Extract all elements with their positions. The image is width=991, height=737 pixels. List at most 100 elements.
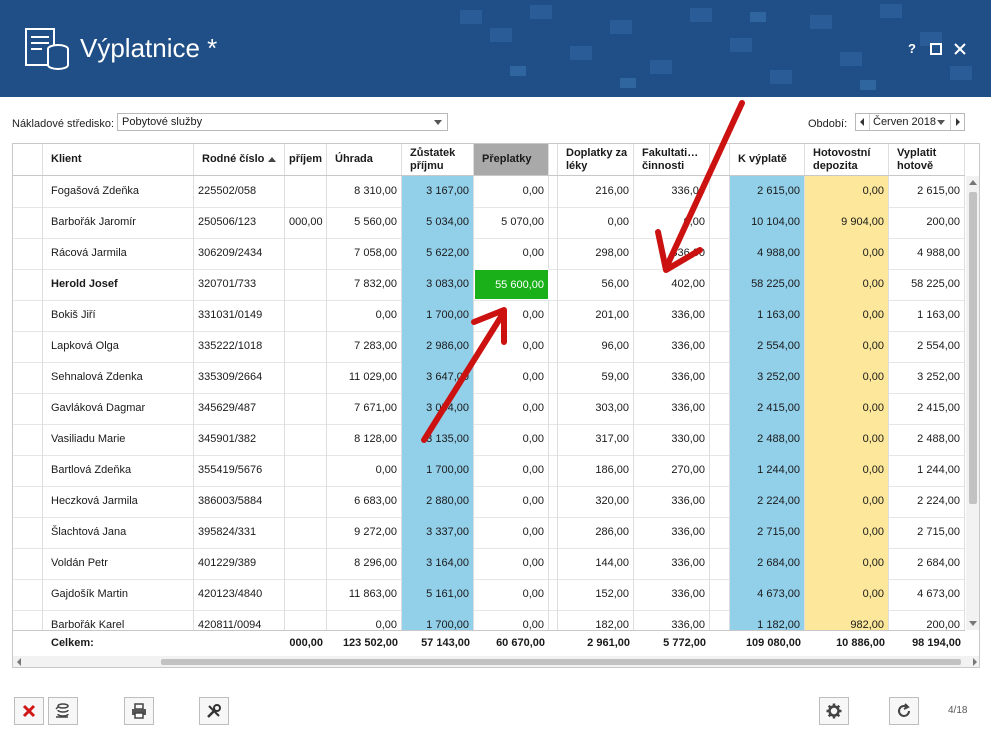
birth-number-cell[interactable]: 355419/5676 xyxy=(194,455,285,486)
pay-cash-cell[interactable]: 1 163,00 xyxy=(889,300,965,331)
client-cell[interactable]: Bartlová Zdeňka xyxy=(43,455,194,486)
to-pay-cell[interactable]: 1 163,00 xyxy=(730,300,805,331)
tools-button[interactable] xyxy=(199,697,229,725)
client-cell[interactable]: Barbořák Jaromír xyxy=(43,207,194,238)
client-cell[interactable]: Gavláková Dagmar xyxy=(43,393,194,424)
pay-cash-cell[interactable]: 2 684,00 xyxy=(889,548,965,579)
birth-number-cell[interactable]: 306209/2434 xyxy=(194,238,285,269)
income-cell[interactable] xyxy=(285,486,327,517)
income-cell[interactable] xyxy=(285,269,327,300)
client-cell[interactable]: Rácová Jarmila xyxy=(43,238,194,269)
pay-cash-cell[interactable]: 2 415,00 xyxy=(889,393,965,424)
optional-activities-cell[interactable]: 336,00 xyxy=(634,176,710,207)
optional-activities-cell[interactable]: 336,00 xyxy=(634,486,710,517)
table-row[interactable]: Gajdošík Martin 420123/4840 11 863,00 5 161… xyxy=(13,579,965,611)
table-row[interactable]: Rácová Jarmila 306209/2434 7 058,00 5 622,0… xyxy=(13,238,965,270)
payment-cell[interactable]: 8 296,00 xyxy=(327,548,402,579)
cash-deposits-cell[interactable]: 0,00 xyxy=(805,393,889,424)
optional-activities-cell[interactable]: 336,00 xyxy=(634,300,710,331)
vertical-scroll-thumb[interactable] xyxy=(969,192,977,504)
birth-number-cell[interactable]: 420811/0094 xyxy=(194,610,285,641)
payment-cell[interactable]: 7 283,00 xyxy=(327,331,402,362)
column-header-income[interactable]: příjem xyxy=(285,144,327,175)
income-cell[interactable] xyxy=(285,455,327,486)
overpayments-cell[interactable]: 0,00 xyxy=(474,393,549,424)
payout-list-button[interactable] xyxy=(48,697,78,725)
remaining-income-cell[interactable]: 1 700,00 xyxy=(402,455,474,486)
column-header-overpayments[interactable]: Přeplatky xyxy=(474,144,549,175)
pay-cash-cell[interactable]: 200,00 xyxy=(889,610,965,641)
remaining-income-cell[interactable]: 3 135,00 xyxy=(402,424,474,455)
birth-number-cell[interactable]: 331031/0149 xyxy=(194,300,285,331)
cash-deposits-cell[interactable]: 0,00 xyxy=(805,486,889,517)
table-row[interactable]: Lapková Olga 335222/1018 7 283,00 2 986,00 0… xyxy=(13,331,965,363)
remaining-income-cell[interactable]: 5 034,00 xyxy=(402,207,474,238)
client-cell[interactable]: Lapková Olga xyxy=(43,331,194,362)
client-cell[interactable]: Vasiliadu Marie xyxy=(43,424,194,455)
cash-deposits-cell[interactable]: 0,00 xyxy=(805,331,889,362)
table-row[interactable]: Šlachtová Jana 395824/331 9 272,00 3 337,00… xyxy=(13,517,965,549)
column-header-optional-activities[interactable]: Fakultati… činnosti xyxy=(634,144,710,175)
scroll-down-icon[interactable] xyxy=(969,621,977,626)
overpayments-cell[interactable]: 0,00 xyxy=(474,579,549,610)
optional-activities-cell[interactable]: 336,00 xyxy=(634,362,710,393)
drug-surcharges-cell[interactable]: 298,00 xyxy=(558,238,634,269)
column-header-payment[interactable]: Úhrada xyxy=(327,144,402,175)
drug-surcharges-cell[interactable]: 96,00 xyxy=(558,331,634,362)
remaining-income-cell[interactable]: 3 164,00 xyxy=(402,548,474,579)
cash-deposits-cell[interactable]: 0,00 xyxy=(805,362,889,393)
client-cell[interactable]: Herold Josef xyxy=(43,269,194,300)
optional-activities-cell[interactable]: 336,00 xyxy=(634,238,710,269)
payment-cell[interactable]: 11 029,00 xyxy=(327,362,402,393)
payment-cell[interactable]: 7 058,00 xyxy=(327,238,402,269)
cash-deposits-cell[interactable]: 0,00 xyxy=(805,548,889,579)
overpayments-cell[interactable]: 0,00 xyxy=(474,331,549,362)
payment-cell[interactable]: 6 683,00 xyxy=(327,486,402,517)
scroll-up-icon[interactable] xyxy=(969,180,977,185)
cash-deposits-cell[interactable]: 0,00 xyxy=(805,517,889,548)
to-pay-cell[interactable]: 2 224,00 xyxy=(730,486,805,517)
pay-cash-cell[interactable]: 58 225,00 xyxy=(889,269,965,300)
client-cell[interactable]: Šlachtová Jana xyxy=(43,517,194,548)
birth-number-cell[interactable]: 345901/382 xyxy=(194,424,285,455)
drug-surcharges-cell[interactable]: 152,00 xyxy=(558,579,634,610)
to-pay-cell[interactable]: 2 684,00 xyxy=(730,548,805,579)
table-row[interactable]: Barbořák Jaromír 250506/123 000,00 5 560,00… xyxy=(13,207,965,239)
table-row[interactable]: Herold Josef 320701/733 7 832,00 3 083,00 55… xyxy=(13,269,965,301)
income-cell[interactable] xyxy=(285,579,327,610)
remaining-income-cell[interactable]: 2 880,00 xyxy=(402,486,474,517)
refresh-button[interactable] xyxy=(889,697,919,725)
table-row[interactable]: Sehnalová Zdenka 335309/2664 11 029,00 3 64… xyxy=(13,362,965,394)
income-cell[interactable] xyxy=(285,331,327,362)
birth-number-cell[interactable]: 335309/2664 xyxy=(194,362,285,393)
scroll-right-icon[interactable] xyxy=(973,658,977,666)
drug-surcharges-cell[interactable]: 59,00 xyxy=(558,362,634,393)
table-row[interactable]: Voldán Petr 401229/389 8 296,00 3 164,00 0,0… xyxy=(13,548,965,580)
optional-activities-cell[interactable]: 330,00 xyxy=(634,424,710,455)
cash-deposits-cell[interactable]: 0,00 xyxy=(805,300,889,331)
pay-cash-cell[interactable]: 3 252,00 xyxy=(889,362,965,393)
client-cell[interactable]: Fogašová Zdeňka xyxy=(43,176,194,207)
optional-activities-cell[interactable]: 336,00 xyxy=(634,393,710,424)
column-header-birth-number[interactable]: Rodné číslo xyxy=(194,144,285,175)
cash-deposits-cell[interactable]: 0,00 xyxy=(805,269,889,300)
to-pay-cell[interactable]: 2 488,00 xyxy=(730,424,805,455)
income-cell[interactable] xyxy=(285,610,327,641)
payment-cell[interactable]: 8 310,00 xyxy=(327,176,402,207)
cash-deposits-cell[interactable]: 0,00 xyxy=(805,455,889,486)
income-cell[interactable] xyxy=(285,238,327,269)
payment-cell[interactable]: 7 832,00 xyxy=(327,269,402,300)
column-header-remaining-income[interactable]: Zůstatek příjmu xyxy=(402,144,474,175)
pay-cash-cell[interactable]: 1 244,00 xyxy=(889,455,965,486)
optional-activities-cell[interactable]: 336,00 xyxy=(634,331,710,362)
to-pay-cell[interactable]: 2 715,00 xyxy=(730,517,805,548)
optional-activities-cell[interactable]: 336,00 xyxy=(634,610,710,641)
payment-cell[interactable]: 0,00 xyxy=(327,300,402,331)
scroll-left-icon[interactable] xyxy=(17,658,21,666)
to-pay-cell[interactable]: 4 988,00 xyxy=(730,238,805,269)
print-button[interactable] xyxy=(124,697,154,725)
birth-number-cell[interactable]: 401229/389 xyxy=(194,548,285,579)
remaining-income-cell[interactable]: 1 700,00 xyxy=(402,300,474,331)
drug-surcharges-cell[interactable]: 56,00 xyxy=(558,269,634,300)
birth-number-cell[interactable]: 250506/123 xyxy=(194,207,285,238)
